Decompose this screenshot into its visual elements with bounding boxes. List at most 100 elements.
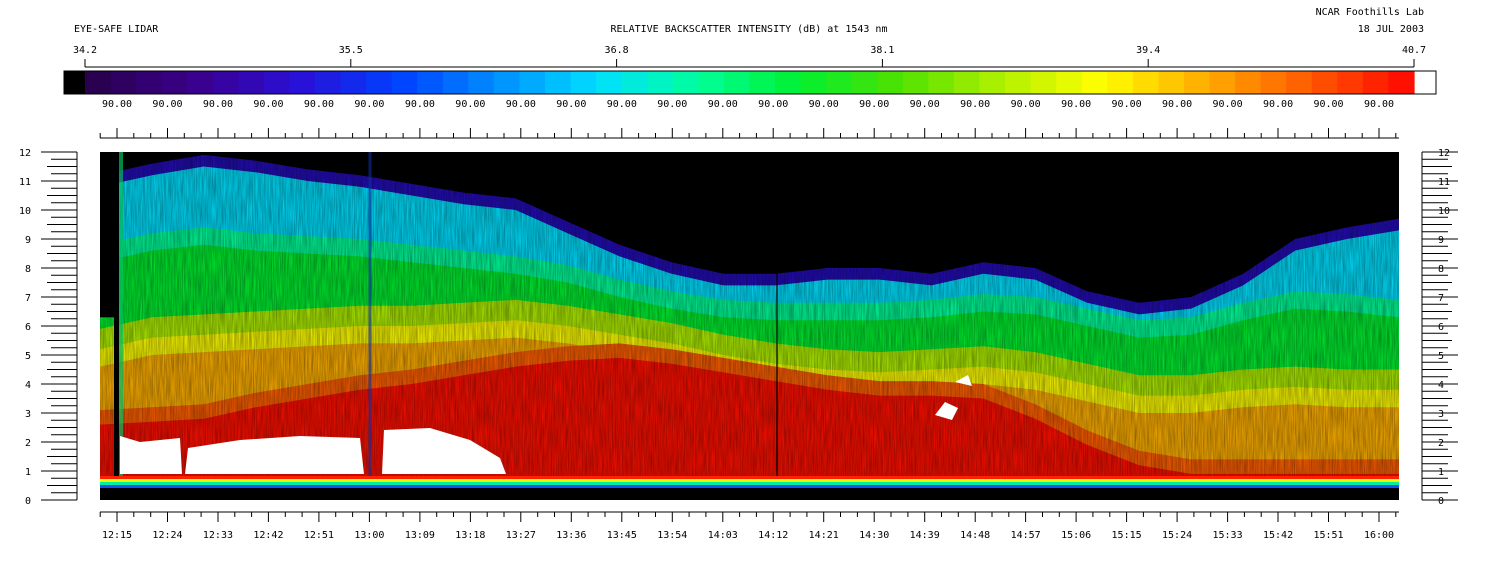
left-altitude-label: 9 (25, 235, 31, 246)
startup-gap (100, 152, 117, 318)
colorbar-sublabel: 90.00 (1213, 99, 1243, 110)
colorbar-sublabel: 90.00 (1313, 99, 1343, 110)
colorbar-tick-label: 36.8 (605, 45, 629, 56)
saturation-patch (382, 428, 506, 474)
colorbar-sublabel: 90.00 (708, 99, 738, 110)
left-altitude-label: 8 (25, 264, 31, 275)
colorbar-cell (979, 71, 1006, 94)
colorbar-sublabel: 90.00 (253, 99, 283, 110)
time-tick-label: 13:00 (354, 530, 384, 541)
saturation-patch (955, 375, 972, 386)
left-altitude-label: 12 (19, 148, 31, 159)
time-tick-label: 15:42 (1263, 530, 1293, 541)
colorbar-cell (596, 71, 623, 94)
left-altitude-label: 3 (25, 409, 31, 420)
ground-return-yellow (100, 479, 1399, 482)
colorbar-tick-label: 38.1 (870, 45, 894, 56)
ground-shadow (100, 488, 1399, 500)
colorbar-tick-label: 40.7 (1402, 45, 1426, 56)
colorbar-cell (621, 71, 648, 94)
colorbar-cell (647, 71, 674, 94)
colorbar-cell (366, 71, 393, 94)
colorbar-tick-label: 35.5 (339, 45, 363, 56)
colorbar-cell (1260, 71, 1287, 94)
colorbar-cell (953, 71, 981, 94)
time-tick-label: 14:30 (859, 530, 889, 541)
colorbar-cell (1286, 71, 1313, 94)
colorbar-sublabel: 90.00 (657, 99, 687, 110)
ground-return-red (100, 476, 1399, 479)
colorbar-cell (545, 71, 572, 94)
time-tick-label: 13:45 (607, 530, 637, 541)
instrument-gap-edge (119, 152, 123, 492)
time-tick-label: 14:48 (960, 530, 990, 541)
saturation-patch (185, 436, 364, 474)
chart-title: RELATIVE BACKSCATTER INTENSITY (dB) at 1… (611, 24, 888, 35)
colorbar-cell (391, 71, 418, 94)
left-altitude-label: 10 (19, 206, 31, 217)
colorbar: 34.2 35.5 36.8 38.1 39.4 40.7 90.00 90.00 90.00… (63, 45, 1437, 110)
right-altitude-label: 1 (1438, 467, 1444, 478)
colorbar-cell (110, 71, 137, 94)
colorbar-sublabel: 90.00 (304, 99, 334, 110)
time-tick-label: 12:33 (203, 530, 233, 541)
colorbar-sublabel: 90.00 (758, 99, 788, 110)
colorbar-cell (1056, 71, 1083, 94)
colorbar-sublabel: 90.00 (556, 99, 586, 110)
colorbar-sublabel: 90.00 (102, 99, 132, 110)
colorbar-cell (1005, 71, 1032, 94)
date-label: 18 JUL 2003 (1358, 24, 1424, 35)
right-altitude-label: 2 (1438, 438, 1444, 449)
colorbar-cell (1388, 71, 1415, 94)
saturation-patch (935, 402, 958, 420)
colorbar-cell (877, 71, 904, 94)
time-tick-label: 15:24 (1162, 530, 1192, 541)
org-label: NCAR Foothills Lab (1316, 7, 1424, 18)
colorbar-high-cell (1414, 71, 1436, 94)
right-altitude-label: 7 (1438, 293, 1444, 304)
colorbar-cell (468, 71, 495, 94)
colorbar-cell (800, 71, 827, 94)
right-altitude-label: 9 (1438, 235, 1444, 246)
colorbar-sublabel: 90.00 (152, 99, 182, 110)
time-tick-label: 13:27 (506, 530, 536, 541)
colorbar-sublabel: 90.00 (1011, 99, 1041, 110)
ground-return-green (100, 482, 1399, 485)
instrument-title: EYE-SAFE LIDAR (74, 24, 159, 35)
colorbar-low-cell (64, 71, 85, 94)
left-altitude-label: 11 (19, 177, 31, 188)
colorbar-sublabel: 90.00 (910, 99, 940, 110)
time-tick-label: 14:12 (758, 530, 788, 541)
colorbar-cell (289, 71, 316, 94)
left-altitude-label: 4 (25, 380, 31, 391)
colorbar-cell (212, 71, 239, 94)
ground-return-blue (100, 485, 1399, 488)
colorbar-ticks: 34.2 35.5 36.8 38.1 39.4 40.7 (73, 45, 1426, 67)
colorbar-cell (1081, 71, 1108, 94)
colorbar-tick-label: 34.2 (73, 45, 97, 56)
colorbar-cell (1209, 71, 1236, 94)
time-tick-label: 14:39 (910, 530, 940, 541)
time-tick-label: 13:09 (405, 530, 435, 541)
colorbar-cell (1030, 71, 1057, 94)
colorbar-sublabel: 90.00 (1112, 99, 1142, 110)
colorbar-cell (136, 71, 163, 94)
time-tick-label: 13:18 (455, 530, 485, 541)
right-altitude-label: 12 (1438, 148, 1450, 159)
colorbar-sublabel: 90.00 (405, 99, 435, 110)
colorbar-sublabel: 90.00 (506, 99, 536, 110)
colorbar-cells (64, 71, 1436, 94)
colorbar-cell (570, 71, 597, 94)
colorbar-cell (723, 71, 751, 94)
right-altitude-label: 11 (1438, 177, 1450, 188)
instrument-gap-line (114, 152, 119, 492)
colorbar-frame (63, 70, 1437, 95)
left-altitude-label: 5 (25, 351, 31, 362)
time-tick-label: 12:51 (304, 530, 334, 541)
time-tick-label: 15:06 (1061, 530, 1091, 541)
colorbar-cell (238, 71, 265, 94)
right-altitude-label: 4 (1438, 380, 1444, 391)
colorbar-sublabel: 90.00 (1263, 99, 1293, 110)
colorbar-cell (1183, 71, 1211, 94)
